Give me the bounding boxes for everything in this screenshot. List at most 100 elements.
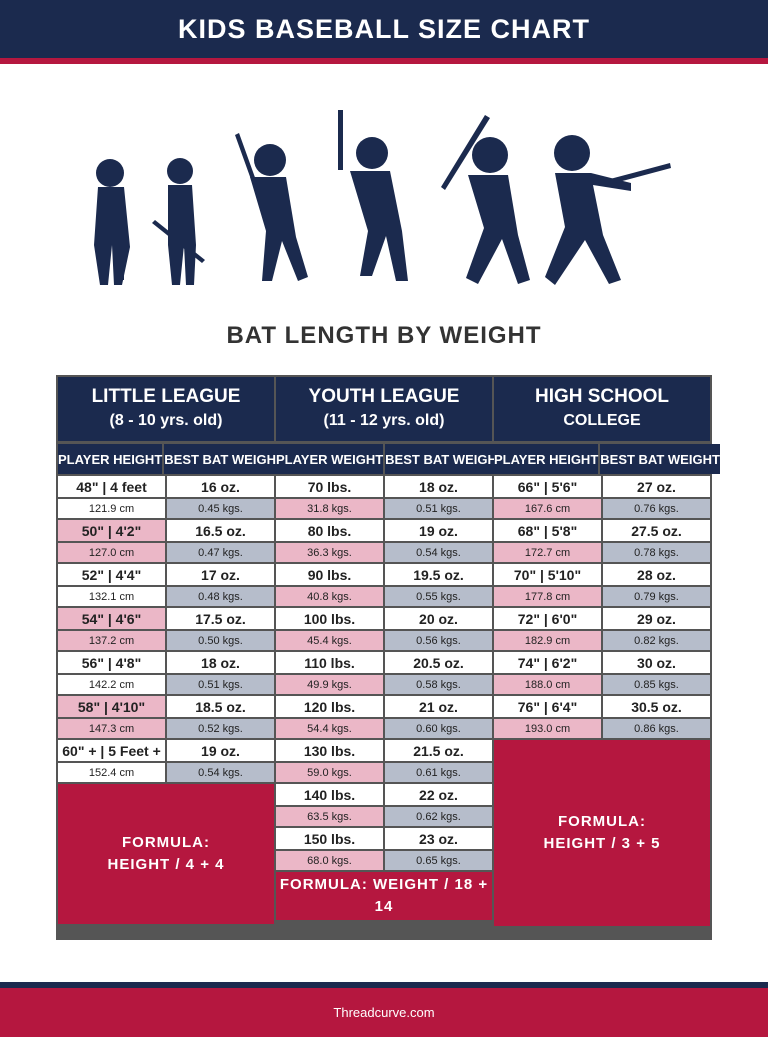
cell: 0.78 kgs. bbox=[603, 543, 710, 562]
section-title: YOUTH LEAGUE (11 - 12 yrs. old) bbox=[276, 377, 492, 441]
cell: 16 oz. bbox=[167, 476, 274, 497]
formula: FORMULA: HEIGHT / 4 + 4 bbox=[58, 784, 274, 924]
metric-row: 49.9 kgs. 0.58 kgs. bbox=[276, 675, 492, 694]
cell: 142.2 cm bbox=[58, 675, 165, 694]
cell: 58" | 4'10" bbox=[58, 696, 165, 717]
cell: 100 lbs. bbox=[276, 608, 383, 629]
title-line: YOUTH LEAGUE bbox=[308, 386, 460, 407]
cell: 120 lbs. bbox=[276, 696, 383, 717]
cell: 0.85 kgs. bbox=[603, 675, 710, 694]
main-row: 70" | 5'10" 28 oz. bbox=[494, 564, 710, 585]
cell: 150 lbs. bbox=[276, 828, 383, 849]
cell: 50" | 4'2" bbox=[58, 520, 165, 541]
cell: 137.2 cm bbox=[58, 631, 165, 650]
main-row: 66" | 5'6" 27 oz. bbox=[494, 476, 710, 497]
cell: 0.82 kgs. bbox=[603, 631, 710, 650]
cell: 177.8 cm bbox=[494, 587, 601, 606]
cell: 59.0 kgs. bbox=[276, 763, 383, 782]
cell: 19 oz. bbox=[167, 740, 274, 761]
main-row: 60" + | 5 Feet +19 oz. bbox=[58, 740, 274, 761]
cell: 72" | 6'0" bbox=[494, 608, 601, 629]
metric-row: 40.8 kgs. 0.55 kgs. bbox=[276, 587, 492, 606]
metric-row: 54.4 kgs. 0.60 kgs. bbox=[276, 719, 492, 738]
column-header: PLAYER WEIGHT bbox=[276, 444, 384, 474]
formula-line: HEIGHT / 4 + 4 bbox=[107, 856, 225, 873]
main-row: 54" | 4'6" 17.5 oz. bbox=[58, 608, 274, 629]
formula: FORMULA: HEIGHT / 3 + 5 bbox=[494, 740, 710, 926]
cell: 0.79 kgs. bbox=[603, 587, 710, 606]
title: KIDS BASEBALL SIZE CHART bbox=[0, 0, 768, 64]
metric-row: 59.0 kgs. 0.61 kgs. bbox=[276, 763, 492, 782]
cell: 23 oz. bbox=[385, 828, 492, 849]
cell: 22 oz. bbox=[385, 784, 492, 805]
column-header: BEST BAT WEIGHT bbox=[385, 444, 505, 474]
cell: 56" | 4'8" bbox=[58, 652, 165, 673]
cell: 0.60 kgs. bbox=[385, 719, 492, 738]
cell: 20.5 oz. bbox=[385, 652, 492, 673]
main-row: 150 lbs. 23 oz. bbox=[276, 828, 492, 849]
cell: 27 oz. bbox=[603, 476, 710, 497]
metric-row: 132.1 cm 0.48 kgs. bbox=[58, 587, 274, 606]
kid-6 bbox=[545, 135, 671, 285]
formula-line: FORMULA: bbox=[122, 834, 210, 851]
section-title: LITTLE LEAGUE (8 - 10 yrs. old) bbox=[58, 377, 274, 441]
cell: 66" | 5'6" bbox=[494, 476, 601, 497]
cell: 167.6 cm bbox=[494, 499, 601, 518]
subtitle: BAT LENGTH BY WEIGHT bbox=[226, 322, 542, 349]
main-row: 100 lbs. 20 oz. bbox=[276, 608, 492, 629]
cell: 40.8 kgs. bbox=[276, 587, 383, 606]
cell: 0.51 kgs. bbox=[167, 675, 274, 694]
cell: 30 oz. bbox=[603, 652, 710, 673]
title-line: (8 - 10 yrs. old) bbox=[109, 412, 223, 429]
cell: 152.4 cm bbox=[58, 763, 165, 782]
cell: 121.9 cm bbox=[58, 499, 165, 518]
metric-row: 142.2 cm 0.51 kgs. bbox=[58, 675, 274, 694]
footer: Threadcurve.com bbox=[0, 982, 768, 1037]
main-row: 58" | 4'10" 18.5 oz. bbox=[58, 696, 274, 717]
cell: 132.1 cm bbox=[58, 587, 165, 606]
cell: 127.0 cm bbox=[58, 543, 165, 562]
cell: 74" | 6'2" bbox=[494, 652, 601, 673]
kid-2 bbox=[152, 158, 205, 285]
cell: 19 oz. bbox=[385, 520, 492, 541]
cell: 172.7 cm bbox=[494, 543, 601, 562]
metric-row: 137.2 cm 0.50 kgs. bbox=[58, 631, 274, 650]
section: YOUTH LEAGUE (11 - 12 yrs. old) PLAYER WEI… bbox=[276, 377, 505, 920]
cell: 68.0 kgs. bbox=[276, 851, 383, 870]
cell: 0.76 kgs. bbox=[603, 499, 710, 518]
cell: 80 lbs. bbox=[276, 520, 383, 541]
metric-row: 31.8 kgs. 0.51 kgs. bbox=[276, 499, 492, 518]
main-row: 50" | 4'2" 16.5 oz. bbox=[58, 520, 274, 541]
cell: 60" + | 5 Feet + bbox=[58, 740, 165, 761]
section-title: HIGH SCHOOL COLLEGE bbox=[494, 377, 710, 441]
title-line: LITTLE LEAGUE bbox=[91, 386, 241, 407]
title-line: (11 - 12 yrs. old) bbox=[323, 412, 445, 429]
cell: 18 oz. bbox=[167, 652, 274, 673]
main-row: 52" | 4'4" 17 oz. bbox=[58, 564, 274, 585]
metric-row: 182.9 cm 0.82 kgs. bbox=[494, 631, 710, 650]
cell: 21.5 oz. bbox=[385, 740, 492, 761]
main-row: 80 lbs. 19 oz. bbox=[276, 520, 492, 541]
cell: 20 oz. bbox=[385, 608, 492, 629]
cell: 17 oz. bbox=[167, 564, 274, 585]
cell: 0.51 kgs. bbox=[385, 499, 492, 518]
column-header: BEST BAT WEIGHT bbox=[164, 444, 284, 474]
cell: 0.62 kgs. bbox=[385, 807, 492, 826]
cell: 21 oz. bbox=[385, 696, 492, 717]
main-row: 120 lbs. 21 oz. bbox=[276, 696, 492, 717]
column-headers: PLAYER HEIGHT BEST BAT WEIGHT bbox=[494, 444, 720, 474]
column-header: PLAYER HEIGHT bbox=[494, 444, 599, 474]
formula-line: FORMULA: WEIGHT / 18 + 14 bbox=[279, 876, 489, 915]
cell: 68" | 5'8" bbox=[494, 520, 601, 541]
cell: 48" | 4 feet bbox=[58, 476, 165, 497]
cell: 54" | 4'6" bbox=[58, 608, 165, 629]
metric-row: 147.3 cm 0.52 kgs. bbox=[58, 719, 274, 738]
main-row: 130 lbs. 21.5 oz. bbox=[276, 740, 492, 761]
cell: 188.0 cm bbox=[494, 675, 601, 694]
silhouettes bbox=[94, 110, 671, 285]
cell: 54.4 kgs. bbox=[276, 719, 383, 738]
section: LITTLE LEAGUE (8 - 10 yrs. old) PLAYER HEI… bbox=[58, 377, 284, 924]
main-row: 68" | 5'8" 27.5 oz. bbox=[494, 520, 710, 541]
cell: 0.58 kgs. bbox=[385, 675, 492, 694]
cell: 17.5 oz. bbox=[167, 608, 274, 629]
